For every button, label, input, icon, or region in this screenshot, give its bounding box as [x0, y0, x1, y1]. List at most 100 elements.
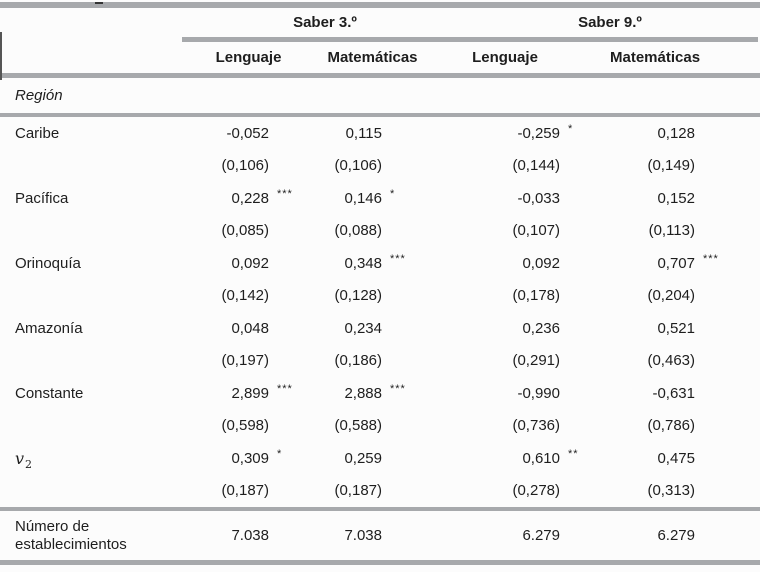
stderr-value: (0,786) — [647, 417, 695, 435]
stderr-cell: (0,463) — [610, 352, 760, 369]
row-label-subscript: 2 — [25, 457, 33, 471]
estimate-cell: 0,152 — [610, 190, 760, 207]
table-bottom-rule — [0, 560, 760, 565]
estimate-value: -0,631 — [652, 384, 695, 402]
stderr-line: (0,106) (0,106) (0,144) (0,149) — [0, 150, 760, 183]
stderr-value: (0,197) — [221, 352, 269, 370]
observations-value: 6.279 — [522, 527, 560, 544]
group-header-saber9: Saber 9.º — [578, 14, 642, 31]
estimate-cell: 0,128 — [610, 125, 760, 142]
stderr-cell: (0,187) — [325, 482, 460, 499]
stderr-line: (0,197) (0,186) (0,291) (0,463) — [0, 345, 760, 378]
stderr-cell: (0,204) — [610, 287, 760, 304]
estimate-line: Constante 2,899 *** 2,888 *** -0,990 -0,63… — [0, 377, 760, 410]
group-header-saber3: Saber 3.º — [293, 14, 357, 31]
estimate-value: 0,092 — [522, 254, 560, 272]
estimate-value: 0,228 — [231, 189, 269, 207]
estimate-value: 2,888 — [344, 384, 382, 402]
stderr-value: (0,291) — [512, 352, 560, 370]
stderr-value: (0,278) — [512, 482, 560, 500]
observations-row: Número de establecimientos 7.038 7.038 6… — [0, 511, 760, 560]
estimate-value: 0,146 — [344, 189, 382, 207]
significance-stars: *** — [390, 383, 406, 396]
estimate-line: Caribe -0,052 0,115 -0,259 * 0,128 — [0, 117, 760, 150]
table-top-rule — [0, 2, 760, 8]
estimate-cell: 0,707 *** — [610, 253, 760, 272]
stderr-value: (0,463) — [647, 352, 695, 370]
estimate-value: 0,234 — [344, 319, 382, 337]
stderr-value: (0,313) — [647, 482, 695, 500]
estimate-cell: -0,631 — [610, 385, 760, 402]
significance-stars: ** — [568, 448, 579, 461]
stderr-value: (0,588) — [334, 417, 382, 435]
stderr-value: (0,128) — [334, 287, 382, 305]
estimate-value: 0,610 — [522, 449, 560, 467]
estimate-cell: 0,475 — [610, 450, 760, 467]
row-label-text: Pacífica — [15, 189, 69, 207]
stderr-cell: (0,786) — [610, 417, 760, 434]
significance-stars: * — [390, 188, 396, 201]
stderr-cell: (0,106) — [325, 157, 460, 174]
stderr-value: (0,107) — [512, 222, 560, 240]
estimate-cell: 0,115 — [325, 125, 460, 142]
row-label-text: Caribe — [15, 124, 60, 142]
stderr-line: (0,598) (0,588) (0,736) (0,786) — [0, 410, 760, 443]
estimate-cell: 0,521 — [610, 320, 760, 337]
estimate-cell: 0,048 — [190, 320, 325, 337]
stderr-cell: (0,088) — [325, 222, 460, 239]
cropped-text-remnant — [95, 2, 103, 4]
significance-stars: *** — [277, 383, 293, 396]
estimate-line: Amazonía 0,048 0,234 0,236 0,521 — [0, 312, 760, 345]
stderr-cell: (0,149) — [610, 157, 760, 174]
group-header-row: Saber 3.º Saber 9.º — [0, 8, 760, 37]
estimate-value: 0,048 — [231, 319, 269, 337]
row-label-text: v — [15, 448, 25, 468]
stderr-cell: (0,178) — [460, 287, 610, 304]
stderr-cell: (0,736) — [460, 417, 610, 434]
row-label-text: Amazonía — [15, 319, 83, 337]
stderr-cell: (0,291) — [460, 352, 610, 369]
stderr-value: (0,106) — [221, 157, 269, 175]
significance-stars: *** — [703, 253, 719, 266]
row-label-text: Orinoquía — [15, 254, 81, 272]
col-header-saber9-matematicas: Matemáticas — [610, 49, 701, 66]
row-label: Constante — [0, 385, 190, 402]
estimate-cell: -0,052 — [190, 125, 325, 142]
stderr-value: (0,106) — [334, 157, 382, 175]
stderr-line: (0,142) (0,128) (0,178) (0,204) — [0, 280, 760, 313]
stderr-cell: (0,142) — [190, 287, 325, 304]
estimate-cell: 0,348 *** — [325, 253, 460, 272]
estimate-value: -0,033 — [517, 189, 560, 207]
estimate-value: 0,092 — [231, 254, 269, 272]
stderr-value: (0,142) — [221, 287, 269, 305]
estimate-cell: 0,092 — [190, 255, 325, 272]
significance-stars: *** — [277, 188, 293, 201]
estimate-value: 0,521 — [657, 319, 695, 337]
group-header-underline — [182, 37, 758, 42]
stderr-value: (0,186) — [334, 352, 382, 370]
estimate-cell: -0,259 * — [460, 123, 610, 142]
stderr-cell: (0,588) — [325, 417, 460, 434]
stderr-value: (0,736) — [512, 417, 560, 435]
estimate-cell: 0,092 — [460, 255, 610, 272]
observations-value: 7.038 — [231, 527, 269, 544]
observations-value: 6.279 — [657, 527, 695, 544]
estimate-line: Orinoquía 0,092 0,348 *** 0,092 0,707 *** — [0, 247, 760, 280]
row-label: Amazonía — [0, 320, 190, 337]
stderr-cell: (0,113) — [610, 222, 760, 239]
stderr-cell: (0,278) — [460, 482, 610, 499]
col-header-saber3-matematicas: Matemáticas — [327, 49, 418, 66]
row-label: Pacífica — [0, 190, 190, 207]
estimate-cell: 0,234 — [325, 320, 460, 337]
significance-stars: * — [277, 448, 283, 461]
stderr-cell: (0,187) — [190, 482, 325, 499]
row-label-text: Constante — [15, 384, 84, 402]
estimate-value: -0,052 — [226, 124, 269, 142]
stderr-cell: (0,106) — [190, 157, 325, 174]
column-header-row: Lenguaje Matemáticas Lenguaje Matemática… — [0, 42, 760, 73]
stderr-cell: (0,186) — [325, 352, 460, 369]
estimate-value: 0,128 — [657, 124, 695, 142]
